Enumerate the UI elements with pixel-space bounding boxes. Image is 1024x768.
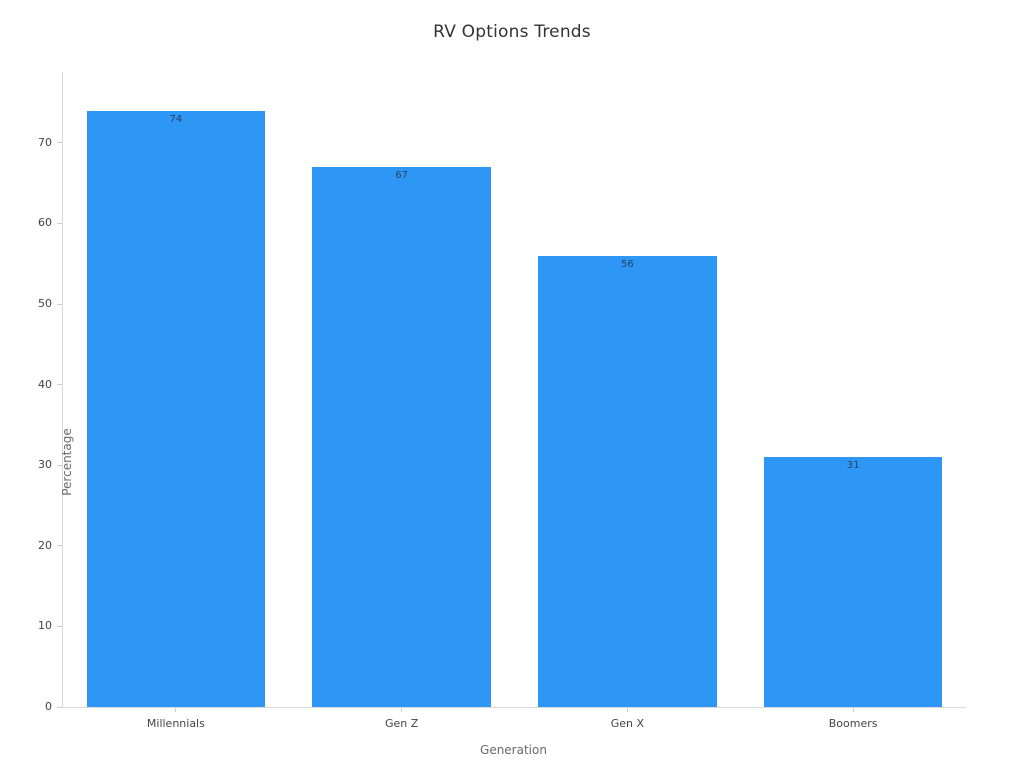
y-tick-label: 10 <box>38 619 52 633</box>
x-tick-mark <box>175 708 177 712</box>
bar-value-label: 56 <box>621 258 634 270</box>
y-tick-mark <box>57 706 62 708</box>
x-tick-label: Gen X <box>610 717 645 730</box>
y-tick-label: 0 <box>45 700 52 713</box>
bar-millennials: 74 <box>86 110 266 707</box>
bar-value-label: 31 <box>846 460 860 472</box>
x-tick-mark <box>852 708 854 712</box>
chart-title: RV Options Trends <box>433 22 591 42</box>
plot-area: Percentage 0 10 20 30 40 50 60 70 74 Millennials 6… <box>38 72 966 730</box>
x-tick-label: Gen Z <box>384 717 419 730</box>
bar-gen-x: 56 <box>538 255 717 707</box>
y-axis-title: Percentage <box>60 428 74 496</box>
bar-value-label: 74 <box>169 113 183 125</box>
y-tick-mark <box>57 303 62 305</box>
x-tick-label: Millennials <box>146 717 205 730</box>
bar-value-label: 67 <box>395 170 408 182</box>
bar-boomers: 31 <box>763 457 943 707</box>
y-tick-label: 50 <box>38 297 52 311</box>
y-tick-mark <box>57 384 62 386</box>
y-tick-mark <box>57 142 62 144</box>
y-tick-mark <box>57 464 62 466</box>
y-tick-label: 70 <box>38 135 52 149</box>
y-tick-label: 60 <box>38 216 52 230</box>
x-tick-label: Boomers <box>828 717 878 730</box>
y-tick-label: 40 <box>38 377 52 391</box>
x-tick-mark <box>626 708 628 712</box>
bar-gen-z: 67 <box>312 167 491 707</box>
x-tick-mark <box>401 708 403 712</box>
y-tick-label: 20 <box>38 538 52 552</box>
y-tick-mark <box>57 222 62 224</box>
y-tick-mark <box>57 625 62 627</box>
y-tick-mark <box>57 545 62 547</box>
y-tick-label: 30 <box>38 458 52 472</box>
x-axis-title: Generation <box>480 743 547 757</box>
